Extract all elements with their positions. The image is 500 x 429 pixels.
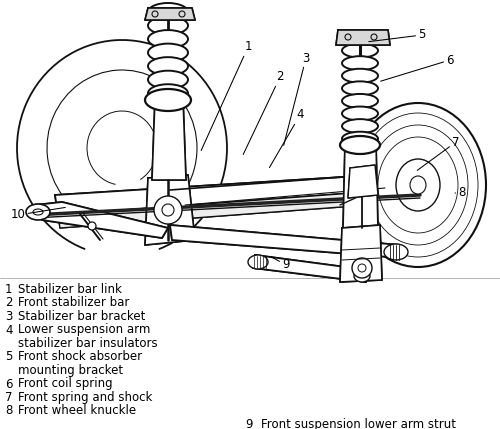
Text: 7: 7 — [5, 391, 12, 404]
Ellipse shape — [410, 176, 426, 194]
Ellipse shape — [148, 84, 188, 102]
Text: Front spring and shock: Front spring and shock — [18, 391, 152, 404]
Ellipse shape — [148, 17, 188, 35]
Text: Stabilizer bar bracket: Stabilizer bar bracket — [18, 310, 146, 323]
Ellipse shape — [248, 255, 268, 269]
Text: 4: 4 — [270, 109, 304, 168]
Circle shape — [152, 11, 158, 17]
Text: stabilizer bar insulators: stabilizer bar insulators — [18, 337, 158, 350]
Ellipse shape — [145, 89, 191, 111]
Text: 8: 8 — [5, 405, 12, 417]
Text: mounting bracket: mounting bracket — [18, 364, 123, 377]
Polygon shape — [145, 8, 195, 20]
Text: 3: 3 — [5, 310, 12, 323]
Ellipse shape — [148, 30, 188, 48]
Ellipse shape — [340, 136, 380, 154]
Text: 7: 7 — [417, 136, 460, 170]
Circle shape — [371, 34, 377, 40]
Ellipse shape — [342, 132, 378, 146]
Polygon shape — [348, 165, 378, 198]
Text: Stabilizer bar link: Stabilizer bar link — [18, 283, 122, 296]
Ellipse shape — [384, 244, 408, 260]
Text: 5: 5 — [5, 350, 12, 363]
Ellipse shape — [342, 44, 378, 57]
Text: 3: 3 — [284, 51, 310, 145]
Text: 8: 8 — [455, 187, 466, 199]
Circle shape — [345, 34, 351, 40]
Circle shape — [88, 222, 96, 230]
Text: 10: 10 — [10, 208, 66, 221]
Ellipse shape — [350, 103, 486, 267]
Circle shape — [154, 196, 182, 224]
Text: 5: 5 — [369, 28, 426, 42]
Polygon shape — [336, 30, 390, 45]
Ellipse shape — [148, 44, 188, 62]
Ellipse shape — [26, 204, 50, 220]
Text: Front stabilizer bar: Front stabilizer bar — [18, 296, 130, 309]
Text: 9: 9 — [245, 418, 252, 429]
Ellipse shape — [148, 57, 188, 75]
Text: Front wheel knuckle: Front wheel knuckle — [18, 405, 136, 417]
Ellipse shape — [342, 82, 378, 95]
Polygon shape — [253, 255, 368, 282]
Text: Front coil spring: Front coil spring — [18, 378, 112, 390]
Text: Front suspension lower arm strut: Front suspension lower arm strut — [261, 418, 456, 429]
Polygon shape — [35, 202, 168, 238]
Polygon shape — [55, 170, 460, 215]
Text: Front shock absorber: Front shock absorber — [18, 350, 142, 363]
Ellipse shape — [354, 270, 370, 282]
Polygon shape — [170, 225, 402, 258]
Circle shape — [162, 204, 174, 216]
Polygon shape — [343, 143, 378, 230]
Circle shape — [352, 258, 372, 278]
Ellipse shape — [342, 69, 378, 83]
Circle shape — [179, 11, 185, 17]
Text: 1: 1 — [5, 283, 12, 296]
Ellipse shape — [342, 94, 378, 108]
Polygon shape — [340, 225, 382, 282]
Text: 4: 4 — [5, 323, 12, 336]
Text: 2: 2 — [5, 296, 12, 309]
Ellipse shape — [342, 119, 378, 133]
Text: 2: 2 — [243, 70, 284, 154]
Text: 6: 6 — [380, 54, 454, 81]
Text: Lower suspension arm: Lower suspension arm — [18, 323, 150, 336]
Ellipse shape — [342, 106, 378, 121]
Polygon shape — [145, 175, 195, 245]
Ellipse shape — [342, 56, 378, 70]
Text: 6: 6 — [5, 378, 12, 390]
Text: 1: 1 — [201, 40, 252, 151]
Ellipse shape — [148, 71, 188, 89]
Polygon shape — [152, 98, 186, 180]
Polygon shape — [58, 185, 462, 228]
Text: 9: 9 — [270, 257, 290, 272]
